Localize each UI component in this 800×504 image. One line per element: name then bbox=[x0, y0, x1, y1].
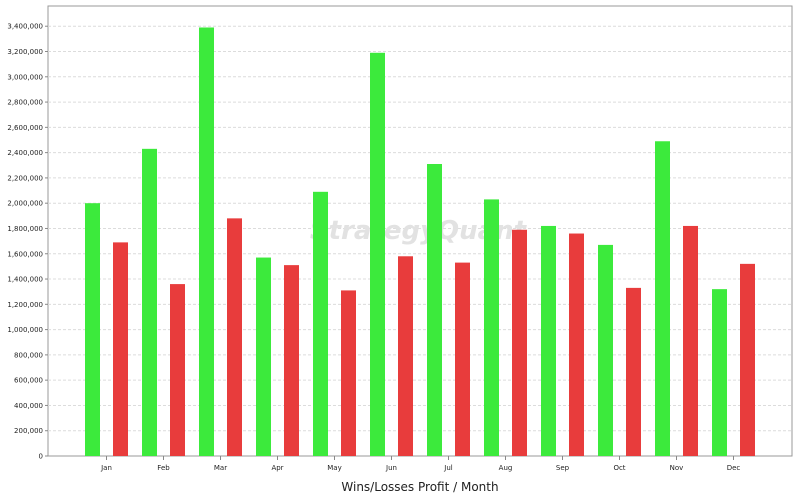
x-tick-label: Feb bbox=[157, 464, 170, 472]
bar-loss-may bbox=[341, 290, 356, 456]
x-axis: Jan Feb Mar Apr May Jun Jul Aug Sep Oct Nov Dec bbox=[100, 456, 740, 472]
bar-loss-feb bbox=[170, 284, 185, 456]
bar-loss-jun bbox=[398, 256, 413, 456]
y-tick-label: 3,200,000 bbox=[7, 48, 43, 56]
x-tick-label: Aug bbox=[499, 464, 513, 472]
x-tick-label: Dec bbox=[727, 464, 741, 472]
y-tick-label: 1,600,000 bbox=[7, 250, 43, 258]
y-tick-label: 1,000,000 bbox=[7, 326, 43, 334]
bar-loss-nov bbox=[683, 225, 698, 456]
x-tick-label: Jun bbox=[385, 464, 397, 472]
bar-win-jan bbox=[85, 203, 100, 456]
bar-win-oct bbox=[598, 244, 613, 456]
bar-loss-dec bbox=[740, 263, 755, 456]
y-tick-label: 1,200,000 bbox=[7, 301, 43, 309]
x-tick-label: May bbox=[327, 464, 341, 472]
bar-loss-apr bbox=[284, 265, 299, 456]
x-tick-label: Jan bbox=[100, 464, 112, 472]
x-tick-label: Sep bbox=[556, 464, 570, 472]
bar-win-jul bbox=[427, 164, 442, 456]
bar-win-apr bbox=[256, 257, 271, 456]
y-tick-label: 2,800,000 bbox=[7, 99, 43, 107]
bar-loss-aug bbox=[512, 229, 527, 456]
x-axis-title: Wins/Losses Profit / Month bbox=[341, 480, 498, 494]
y-tick-label: 200,000 bbox=[14, 427, 43, 435]
y-tick-label: 2,400,000 bbox=[7, 149, 43, 157]
bar-win-feb bbox=[142, 148, 157, 456]
y-tick-label: 400,000 bbox=[14, 402, 43, 410]
bars bbox=[85, 27, 755, 457]
bar-win-mar bbox=[199, 27, 214, 456]
y-tick-label: 0 bbox=[39, 453, 43, 461]
y-tick-label: 600,000 bbox=[14, 377, 43, 385]
bar-win-aug bbox=[484, 199, 499, 457]
bar-loss-jan bbox=[113, 242, 128, 456]
y-tick-label: 2,000,000 bbox=[7, 200, 43, 208]
bar-win-jun bbox=[370, 52, 385, 457]
x-tick-label: Apr bbox=[271, 464, 283, 472]
y-axis: 0 200,000 400,000 600,000 800,000 1,000,000 1,… bbox=[7, 23, 48, 461]
bar-win-nov bbox=[655, 141, 670, 456]
y-tick-label: 2,200,000 bbox=[7, 174, 43, 182]
x-tick-label: Nov bbox=[670, 464, 684, 472]
bar-loss-mar bbox=[227, 218, 242, 456]
y-tick-label: 3,000,000 bbox=[7, 73, 43, 81]
y-tick-label: 800,000 bbox=[14, 351, 43, 359]
y-tick-label: 1,800,000 bbox=[7, 225, 43, 233]
bar-win-dec bbox=[712, 289, 727, 456]
y-tick-label: 1,400,000 bbox=[7, 276, 43, 284]
y-tick-label: 3,400,000 bbox=[7, 23, 43, 31]
x-tick-label: Oct bbox=[613, 464, 625, 472]
bar-loss-jul bbox=[455, 262, 470, 456]
x-tick-label: Jul bbox=[443, 464, 453, 472]
y-tick-label: 2,600,000 bbox=[7, 124, 43, 132]
bar-win-sep bbox=[541, 225, 556, 456]
x-tick-label: Mar bbox=[214, 464, 227, 472]
bar-loss-oct bbox=[626, 287, 641, 456]
bar-win-may bbox=[313, 191, 328, 456]
bar-loss-sep bbox=[569, 233, 584, 456]
